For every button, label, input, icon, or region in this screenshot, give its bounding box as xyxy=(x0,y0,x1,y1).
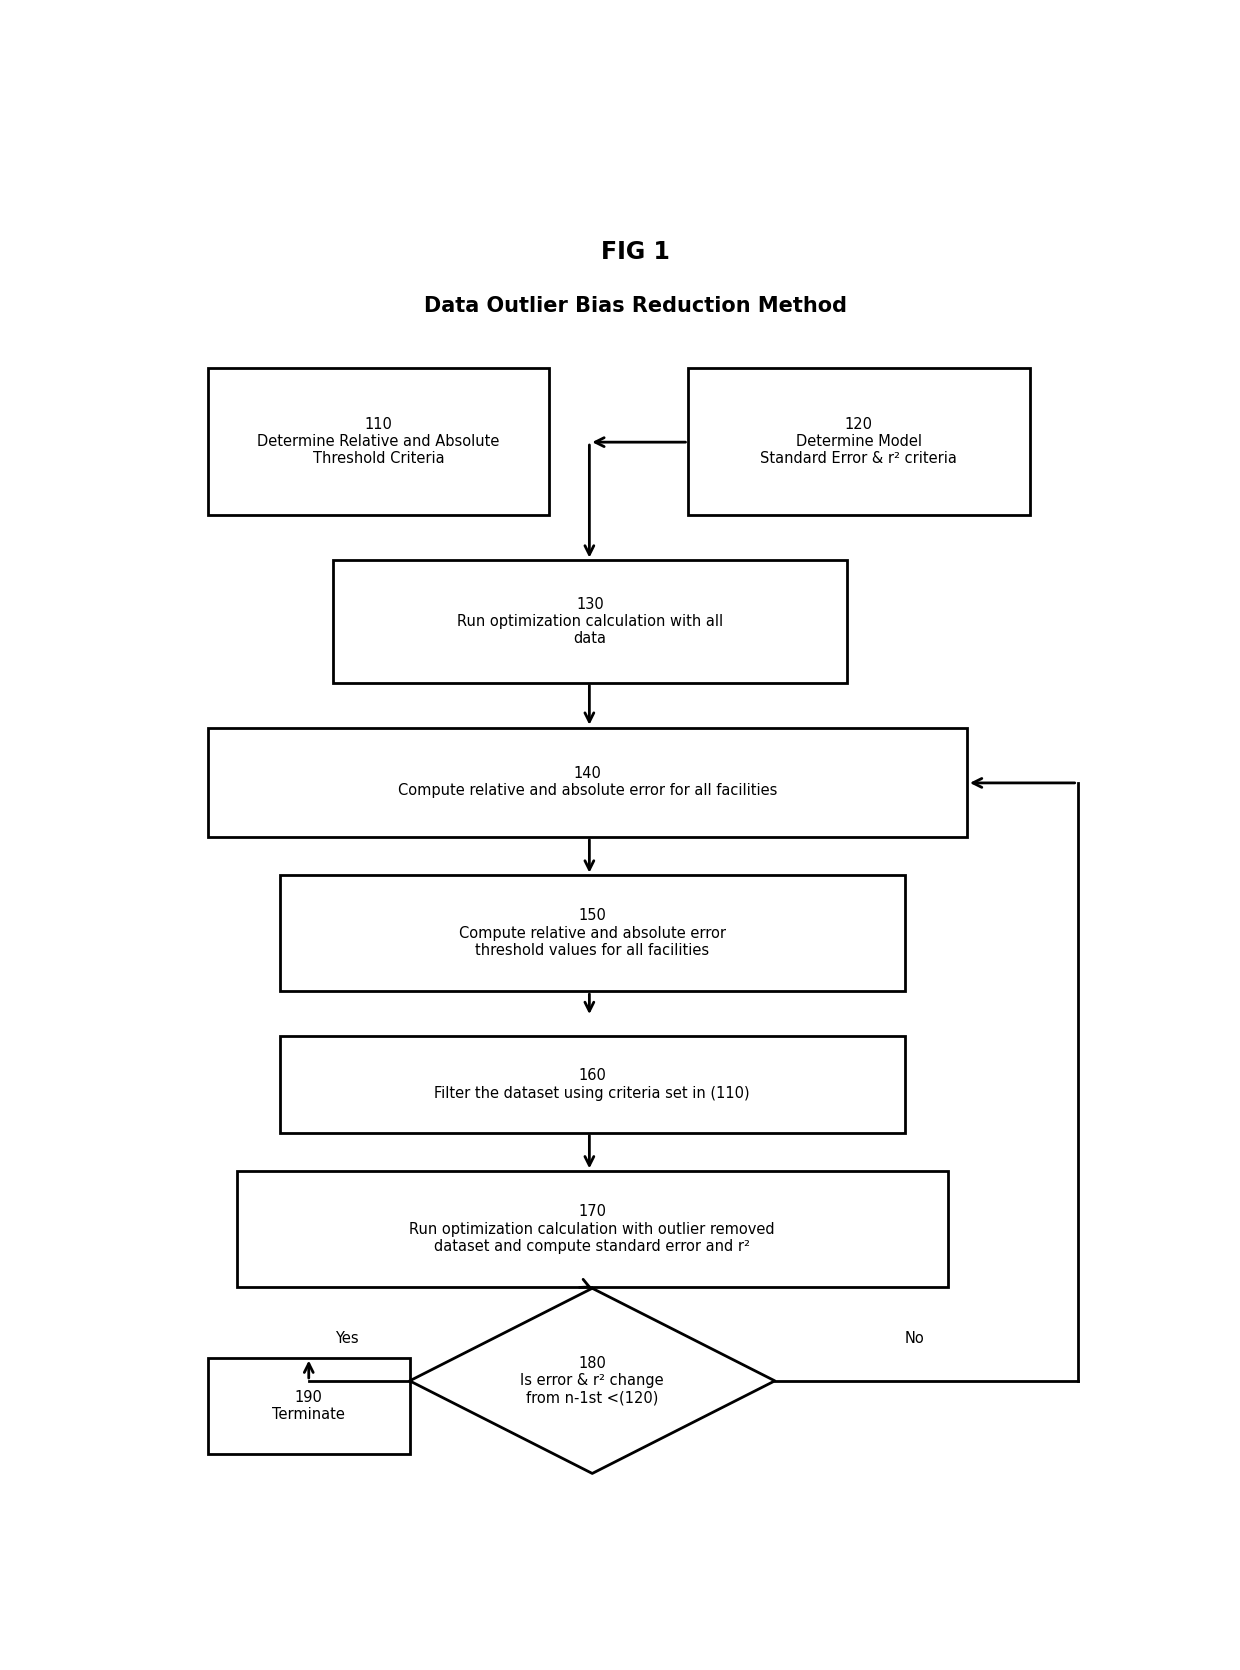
FancyBboxPatch shape xyxy=(688,367,1029,516)
Text: 140
Compute relative and absolute error for all facilities: 140 Compute relative and absolute error … xyxy=(398,767,777,798)
Text: 150
Compute relative and absolute error
threshold values for all facilities: 150 Compute relative and absolute error … xyxy=(459,908,725,959)
FancyBboxPatch shape xyxy=(280,1035,905,1132)
Text: 130
Run optimization calculation with all
data: 130 Run optimization calculation with al… xyxy=(456,596,723,646)
FancyBboxPatch shape xyxy=(208,1358,409,1455)
Text: 110
Determine Relative and Absolute
Threshold Criteria: 110 Determine Relative and Absolute Thre… xyxy=(257,416,500,466)
FancyBboxPatch shape xyxy=(332,561,847,683)
Text: 180
Is error & r² change
from n-1st <(120): 180 Is error & r² change from n-1st <(12… xyxy=(521,1356,665,1406)
Text: 160
Filter the dataset using criteria set in (110): 160 Filter the dataset using criteria se… xyxy=(434,1069,750,1101)
FancyBboxPatch shape xyxy=(208,728,967,837)
Polygon shape xyxy=(409,1288,775,1473)
FancyBboxPatch shape xyxy=(280,875,905,992)
Text: Yes: Yes xyxy=(335,1331,360,1346)
FancyBboxPatch shape xyxy=(237,1171,947,1288)
Text: No: No xyxy=(904,1331,924,1346)
Text: Data Outlier Bias Reduction Method: Data Outlier Bias Reduction Method xyxy=(424,296,847,316)
Text: 120
Determine Model
Standard Error & r² criteria: 120 Determine Model Standard Error & r² … xyxy=(760,416,957,466)
Text: FIG 1: FIG 1 xyxy=(601,240,670,264)
Text: 170
Run optimization calculation with outlier removed
dataset and compute standa: 170 Run optimization calculation with ou… xyxy=(409,1204,775,1254)
FancyBboxPatch shape xyxy=(208,367,549,516)
Text: 190
Terminate: 190 Terminate xyxy=(273,1389,345,1423)
